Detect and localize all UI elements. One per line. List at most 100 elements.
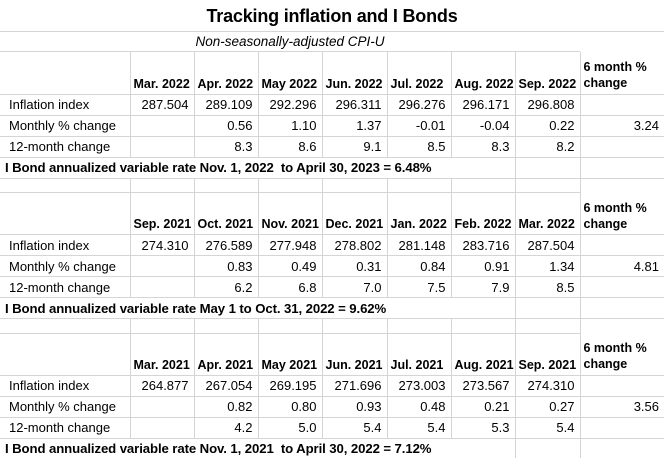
spacer-cell[interactable] xyxy=(580,319,664,333)
value-cell[interactable]: 289.109 xyxy=(194,94,259,116)
value-cell[interactable]: 296.276 xyxy=(387,94,452,116)
footer-empty-cell[interactable] xyxy=(515,297,581,319)
column-header-cell[interactable]: Aug. 2021 xyxy=(451,333,516,376)
value-cell[interactable]: -0.04 xyxy=(451,115,516,137)
value-cell[interactable]: 0.31 xyxy=(322,255,388,277)
value-cell[interactable]: 273.567 xyxy=(451,375,516,397)
value-cell[interactable]: 8.5 xyxy=(515,276,581,298)
value-cell[interactable]: 264.877 xyxy=(130,375,195,397)
column-header-cell[interactable]: Sep. 2022 xyxy=(515,52,581,95)
spacer-cell[interactable] xyxy=(258,319,323,334)
value-cell[interactable]: 4.81 xyxy=(580,255,664,277)
page-title[interactable]: Tracking inflation and I Bonds xyxy=(0,0,664,32)
column-header-cell[interactable]: Jun. 2021 xyxy=(322,333,388,376)
value-cell[interactable]: 8.3 xyxy=(194,136,259,158)
value-cell[interactable] xyxy=(580,417,664,439)
spacer-cell[interactable] xyxy=(580,179,664,193)
value-cell[interactable]: 267.054 xyxy=(194,375,259,397)
value-cell[interactable]: 271.696 xyxy=(322,375,388,397)
ibond-rate-text[interactable]: I Bond annualized variable rate May 1 to… xyxy=(0,297,516,319)
value-cell[interactable]: 276.589 xyxy=(194,234,259,256)
value-cell[interactable]: 6.2 xyxy=(194,276,259,298)
value-cell[interactable]: 5.4 xyxy=(322,417,388,439)
value-cell[interactable]: 0.27 xyxy=(515,396,581,418)
column-header-cell[interactable]: Apr. 2021 xyxy=(194,333,259,376)
value-cell[interactable]: 4.2 xyxy=(194,417,259,439)
column-header-cell[interactable]: 6 month % change xyxy=(580,333,664,376)
value-cell[interactable]: 9.1 xyxy=(322,136,388,158)
column-header-cell[interactable]: May 2022 xyxy=(258,52,323,95)
spacer-cell[interactable] xyxy=(0,319,131,334)
value-cell[interactable]: 8.3 xyxy=(451,136,516,158)
value-cell[interactable] xyxy=(130,136,195,158)
value-cell[interactable]: 5.0 xyxy=(258,417,323,439)
column-header-cell[interactable]: Jul. 2021 xyxy=(387,333,452,376)
value-cell[interactable]: 274.310 xyxy=(515,375,581,397)
value-cell[interactable]: 7.0 xyxy=(322,276,388,298)
row-label-cell[interactable]: 12-month change xyxy=(0,136,131,158)
spacer-cell[interactable] xyxy=(515,178,581,193)
value-cell[interactable]: 0.82 xyxy=(194,396,259,418)
ibond-rate-text[interactable]: I Bond annualized variable rate Nov. 1, … xyxy=(0,157,516,179)
row-label-cell[interactable]: Monthly % change xyxy=(0,115,131,137)
column-header-cell[interactable]: Jan. 2022 xyxy=(387,192,452,235)
row-label-cell[interactable]: 12-month change xyxy=(0,417,131,439)
footer-empty-cell[interactable] xyxy=(515,157,581,179)
value-cell[interactable] xyxy=(580,136,664,158)
value-cell[interactable] xyxy=(580,234,664,256)
value-cell[interactable]: 6.8 xyxy=(258,276,323,298)
column-header-cell[interactable]: Jun. 2022 xyxy=(322,52,388,95)
value-cell[interactable]: 0.49 xyxy=(258,255,323,277)
row-label-cell[interactable]: Inflation index xyxy=(0,375,131,397)
spacer-cell[interactable] xyxy=(130,319,195,334)
value-cell[interactable]: 277.948 xyxy=(258,234,323,256)
row-label-cell[interactable]: 12-month change xyxy=(0,276,131,298)
column-header-cell[interactable]: Nov. 2021 xyxy=(258,192,323,235)
value-cell[interactable] xyxy=(130,417,195,439)
column-header-cell[interactable] xyxy=(0,52,131,95)
ibond-rate-text[interactable]: I Bond annualized variable rate Nov. 1, … xyxy=(0,438,516,458)
value-cell[interactable] xyxy=(580,375,664,397)
column-header-cell[interactable]: Mar. 2022 xyxy=(130,52,195,95)
value-cell[interactable] xyxy=(130,255,195,277)
value-cell[interactable]: 5.4 xyxy=(387,417,452,439)
value-cell[interactable]: 8.6 xyxy=(258,136,323,158)
spacer-cell[interactable] xyxy=(130,178,195,193)
column-header-cell[interactable]: May 2021 xyxy=(258,333,323,376)
spacer-cell[interactable] xyxy=(451,178,516,193)
column-header-cell[interactable]: 6 month % change xyxy=(580,192,664,235)
value-cell[interactable]: 274.310 xyxy=(130,234,195,256)
value-cell[interactable]: 287.504 xyxy=(515,234,581,256)
value-cell[interactable]: 292.296 xyxy=(258,94,323,116)
value-cell[interactable]: 0.91 xyxy=(451,255,516,277)
spacer-cell[interactable] xyxy=(322,178,388,193)
value-cell[interactable]: 1.34 xyxy=(515,255,581,277)
column-header-cell[interactable] xyxy=(0,192,131,235)
column-header-cell[interactable]: Feb. 2022 xyxy=(451,192,516,235)
value-cell[interactable]: 281.148 xyxy=(387,234,452,256)
value-cell[interactable]: 8.2 xyxy=(515,136,581,158)
spacer-cell[interactable] xyxy=(258,178,323,193)
column-header-cell[interactable]: Sep. 2021 xyxy=(130,192,195,235)
row-label-cell[interactable]: Inflation index xyxy=(0,234,131,256)
footer-empty-cell[interactable] xyxy=(580,297,664,319)
value-cell[interactable]: 296.171 xyxy=(451,94,516,116)
footer-empty-cell[interactable] xyxy=(580,438,664,458)
value-cell[interactable]: 273.003 xyxy=(387,375,452,397)
spacer-cell[interactable] xyxy=(515,319,581,334)
column-header-cell[interactable]: Oct. 2021 xyxy=(194,192,259,235)
value-cell[interactable]: 278.802 xyxy=(322,234,388,256)
value-cell[interactable]: 8.5 xyxy=(387,136,452,158)
value-cell[interactable]: 0.93 xyxy=(322,396,388,418)
footer-empty-cell[interactable] xyxy=(580,157,664,179)
value-cell[interactable]: 283.716 xyxy=(451,234,516,256)
value-cell[interactable]: 1.37 xyxy=(322,115,388,137)
value-cell[interactable]: 0.22 xyxy=(515,115,581,137)
row-label-cell[interactable]: Inflation index xyxy=(0,94,131,116)
column-header-cell[interactable]: Mar. 2021 xyxy=(130,333,195,376)
value-cell[interactable]: -0.01 xyxy=(387,115,452,137)
page-subtitle[interactable]: Non-seasonally-adjusted CPI-U xyxy=(0,32,580,52)
value-cell[interactable]: 287.504 xyxy=(130,94,195,116)
footer-empty-cell[interactable] xyxy=(515,438,581,458)
column-header-cell[interactable]: Aug. 2022 xyxy=(451,52,516,95)
